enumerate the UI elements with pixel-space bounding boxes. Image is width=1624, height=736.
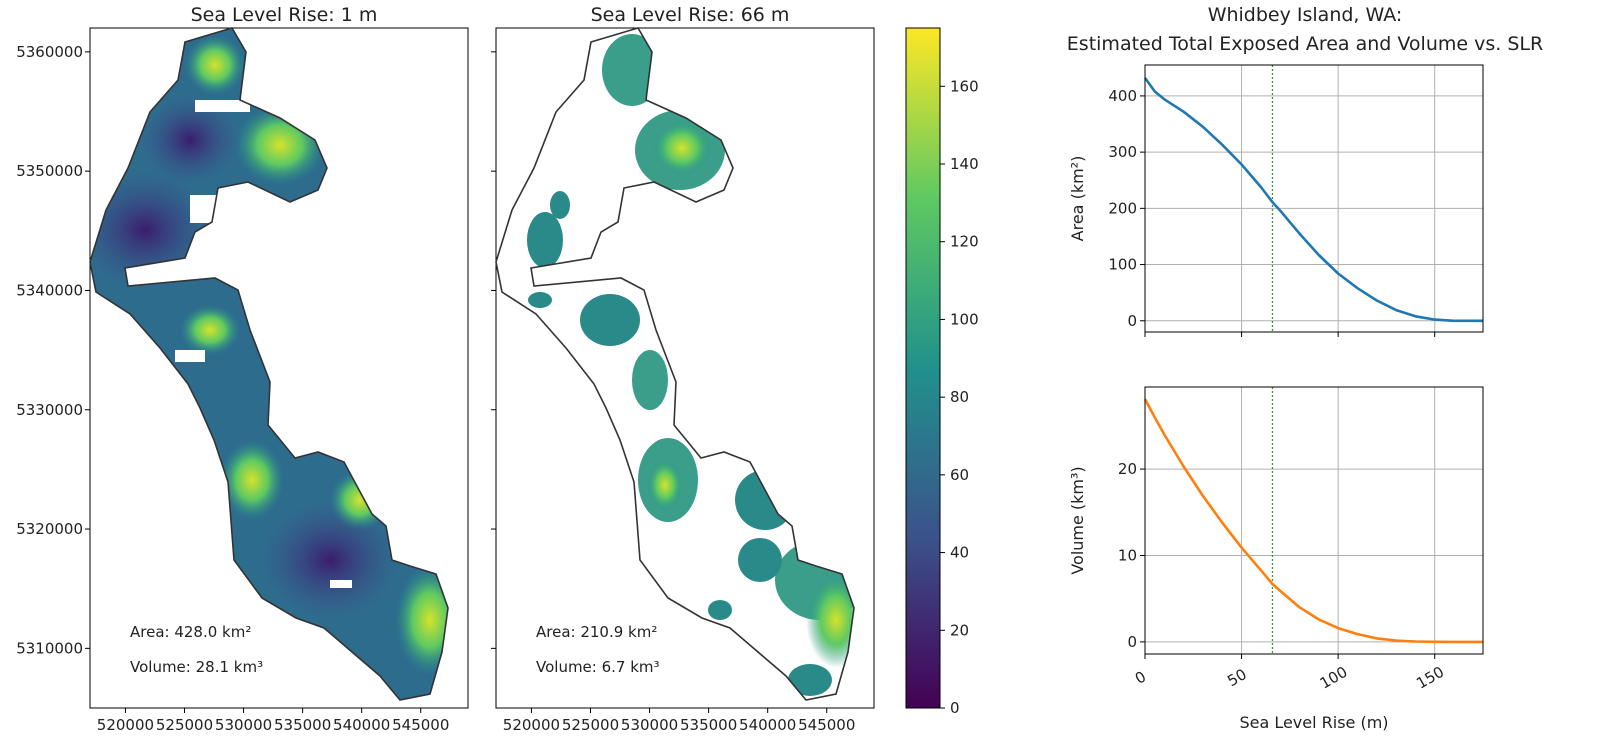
map-y-tick-label: 5340000 bbox=[16, 281, 83, 299]
y-axis-label: Volume (km³) bbox=[1068, 466, 1087, 574]
chart-frame bbox=[1144, 386, 1484, 655]
chart-title-line1: Whidbey Island, WA: bbox=[1208, 4, 1403, 26]
map-left-panel: Sea Level Rise: 1 m Area: 428.0 km² Volu… bbox=[89, 4, 469, 709]
chart-title-line2: Estimated Total Exposed Area and Volume … bbox=[1067, 33, 1543, 55]
x-axis-label: Sea Level Rise (m) bbox=[1239, 713, 1388, 732]
map-right-volume-annotation: Volume: 6.7 km³ bbox=[536, 658, 660, 676]
map-x-tick-label: 540000 bbox=[333, 716, 390, 734]
map-x-tick-label: 525000 bbox=[562, 716, 619, 734]
map-y-tick-label: 5360000 bbox=[16, 43, 83, 61]
colorbar-tick-label: 140 bbox=[950, 155, 979, 173]
colorbar-tick-label: 20 bbox=[950, 621, 969, 639]
x-tick-label: 100 bbox=[1317, 663, 1351, 693]
series-line bbox=[1143, 398, 1483, 644]
y-tick-label: 20 bbox=[1118, 460, 1137, 478]
map-y-tick-label: 5320000 bbox=[16, 520, 83, 538]
y-tick-label: 300 bbox=[1108, 143, 1137, 161]
map-left-volume-annotation: Volume: 28.1 km³ bbox=[130, 658, 263, 676]
map-x-tick-label: 520000 bbox=[503, 716, 560, 734]
y-tick-label: 400 bbox=[1108, 87, 1137, 105]
x-tick-label: 50 bbox=[1224, 665, 1250, 690]
map-ticks: 520000 525000 530000 535000 540000 5450005310… bbox=[16, 43, 855, 734]
x-tick-label: 150 bbox=[1413, 663, 1447, 693]
colorbar-tick-label: 40 bbox=[950, 544, 969, 562]
y-axis-label: Area (km²) bbox=[1068, 156, 1087, 242]
colorbar-tick-label: 120 bbox=[950, 233, 979, 251]
colorbar-tick-label: 160 bbox=[950, 77, 979, 95]
map-x-tick-label: 525000 bbox=[156, 716, 213, 734]
y-tick-label: 100 bbox=[1108, 256, 1137, 274]
map-right-area-annotation: Area: 210.9 km² bbox=[536, 623, 657, 641]
colorbar-tick-label: 100 bbox=[950, 310, 979, 328]
y-tick-label: 0 bbox=[1127, 633, 1137, 651]
chart-frame bbox=[1144, 64, 1484, 333]
map-left-title: Sea Level Rise: 1 m bbox=[191, 4, 378, 26]
map-y-tick-label: 5350000 bbox=[16, 162, 83, 180]
map-x-tick-label: 545000 bbox=[798, 716, 855, 734]
colorbar-tick-label: 60 bbox=[950, 466, 969, 484]
y-tick-label: 10 bbox=[1118, 546, 1137, 564]
map-right-panel: Sea Level Rise: 66 m Area: 210.9 km² Vol… bbox=[495, 4, 875, 709]
colorbar: 0 20 40 60 80 100 120 140 160 bbox=[905, 27, 979, 717]
area-chart: 0 100 200 300 400 Area (km²) bbox=[1068, 64, 1484, 337]
map-x-tick-label: 545000 bbox=[392, 716, 449, 734]
chart-plot-area bbox=[1145, 65, 1483, 332]
map-x-tick-label: 535000 bbox=[680, 716, 737, 734]
y-tick-label: 200 bbox=[1108, 199, 1137, 217]
colorbar-tick-label: 80 bbox=[950, 388, 969, 406]
map-x-tick-label: 535000 bbox=[274, 716, 331, 734]
map-x-tick-label: 530000 bbox=[215, 716, 272, 734]
x-tick-label: 0 bbox=[1132, 667, 1149, 687]
map-right-title: Sea Level Rise: 66 m bbox=[591, 4, 790, 26]
map-x-tick-label: 540000 bbox=[739, 716, 796, 734]
chart-plot-area bbox=[1145, 387, 1483, 654]
colorbar-tick-label: 0 bbox=[950, 699, 960, 717]
map-x-tick-label: 530000 bbox=[621, 716, 678, 734]
map-y-tick-label: 5310000 bbox=[16, 639, 83, 657]
map-left-area-annotation: Area: 428.0 km² bbox=[130, 623, 251, 641]
y-tick-label: 0 bbox=[1127, 312, 1137, 330]
map-y-tick-label: 5330000 bbox=[16, 401, 83, 419]
series-line bbox=[1143, 77, 1483, 323]
volume-chart: 0 10 20 0 50 100 150 Volume (km³) Sea Level Rise… bbox=[1068, 386, 1484, 732]
map-x-tick-label: 520000 bbox=[97, 716, 154, 734]
